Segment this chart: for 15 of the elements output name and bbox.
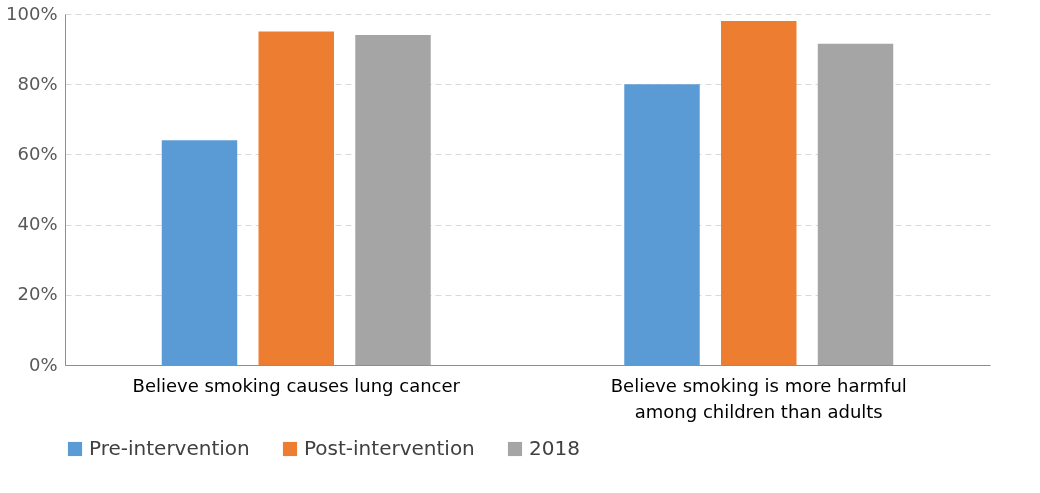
x-tick-label: Believe smoking causes lung cancer: [132, 374, 461, 396]
y-tick-label: 60%: [17, 142, 58, 164]
y-tick-label: 0%: [28, 353, 58, 375]
bar: [721, 21, 797, 365]
y-tick-label: 80%: [17, 72, 58, 94]
y-tick-label: 40%: [17, 213, 58, 235]
bar: [355, 35, 431, 365]
legend-label: 2018: [529, 436, 580, 460]
legend-label: Post-intervention: [304, 436, 475, 460]
y-tick-label: 20%: [17, 283, 58, 305]
y-tick-label: 100%: [6, 2, 58, 24]
x-tick-label: Believe smoking is more harmful among children than adults: [610, 374, 907, 422]
legend-label: Pre-intervention: [89, 436, 250, 460]
bar: [258, 31, 334, 365]
bar: [817, 43, 894, 365]
